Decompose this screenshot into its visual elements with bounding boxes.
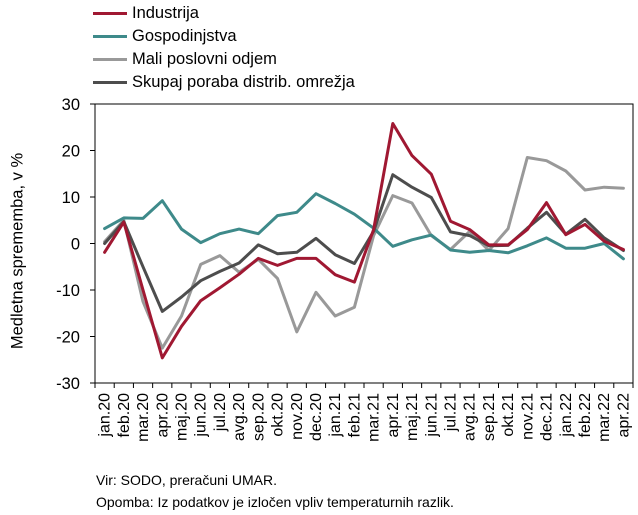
y-tick-label: -30 <box>56 375 80 393</box>
series-line-gospodinjstva <box>103 192 625 261</box>
legend-swatch <box>93 81 127 84</box>
x-tick-label: nov.21 <box>519 393 536 440</box>
x-axis: jan.20 feb.20 mar.20 apr.20 maj.20 jun.20 jul.… <box>94 383 634 442</box>
x-tick-label: jun.20 <box>193 393 210 438</box>
x-tick-label: apr.21 <box>385 393 402 438</box>
y-tick-label: -10 <box>56 282 80 300</box>
y-tick-label: 10 <box>62 189 80 207</box>
legend-label: Industrija <box>132 4 199 22</box>
legend-item-industrija: Industrija <box>93 2 355 25</box>
legend-swatch <box>93 35 127 38</box>
legend: Industrija Gospodinjstva Mali poslovni o… <box>93 2 355 94</box>
x-tick-label: okt.21 <box>500 393 517 437</box>
y-tick-label: -20 <box>56 329 80 347</box>
y-tick-label: 0 <box>71 236 80 254</box>
y-tick-label: 20 <box>62 143 80 161</box>
legend-label: Skupaj poraba distrib. omrežja <box>132 73 355 91</box>
source-note: Vir: SODO, preračuni UMAR. <box>96 472 278 488</box>
x-tick-label: maj.21 <box>404 393 421 441</box>
x-tick-label: jun.21 <box>423 393 440 438</box>
legend-swatch <box>93 12 127 15</box>
x-tick-label: maj.20 <box>173 393 190 441</box>
series-group <box>103 122 625 360</box>
x-tick-label: nov.20 <box>289 393 306 440</box>
x-tick-label: jan.21 <box>327 393 344 438</box>
x-tick-label: apr.20 <box>154 393 171 438</box>
x-tick-label: jul.21 <box>442 393 459 432</box>
plot-area <box>94 103 634 384</box>
legend-swatch <box>93 58 127 61</box>
x-tick-label: jan.22 <box>558 393 575 438</box>
legend-item-mali-poslovni-odjem: Mali poslovni odjem <box>93 48 355 71</box>
chart-notes: Vir: SODO, preračuni UMAR. Opomba: Iz po… <box>96 469 454 513</box>
remark-note: Opomba: Iz podatkov je izločen vpliv tem… <box>96 494 454 510</box>
series-line-skupaj <box>103 173 625 313</box>
x-tick-label: dec.21 <box>539 393 556 441</box>
legend-item-skupaj: Skupaj poraba distrib. omrežja <box>93 71 355 94</box>
x-tick-label: apr.22 <box>615 393 632 438</box>
legend-label: Mali poslovni odjem <box>132 50 277 68</box>
series-line-industrija <box>103 122 625 360</box>
x-tick-label: feb.21 <box>346 393 363 438</box>
x-tick-label: avg.20 <box>231 393 248 441</box>
x-tick-label: jul.20 <box>212 393 229 432</box>
x-tick-label: mar.21 <box>366 393 383 442</box>
legend-item-gospodinjstva: Gospodinjstva <box>93 25 355 48</box>
x-tick-label: feb.22 <box>577 393 594 438</box>
x-tick-label: mar.20 <box>135 393 152 442</box>
legend-label: Gospodinjstva <box>132 27 237 45</box>
x-tick-label: mar.22 <box>596 393 613 442</box>
x-tick-label: dec.20 <box>308 393 325 441</box>
y-tick-label: 30 <box>62 96 80 114</box>
x-tick-label: sep.21 <box>481 393 498 441</box>
x-tick-label: feb.20 <box>116 393 133 438</box>
y-axis-label: Medletna sprememba, v % <box>8 152 27 350</box>
x-tick-label: sep.20 <box>250 393 267 441</box>
x-tick-label: okt.20 <box>270 393 287 437</box>
y-axis: 30 20 10 0 -10 -20 -30 <box>56 96 95 393</box>
x-tick-label: jan.20 <box>97 393 114 438</box>
x-tick-label: avg.21 <box>462 393 479 441</box>
